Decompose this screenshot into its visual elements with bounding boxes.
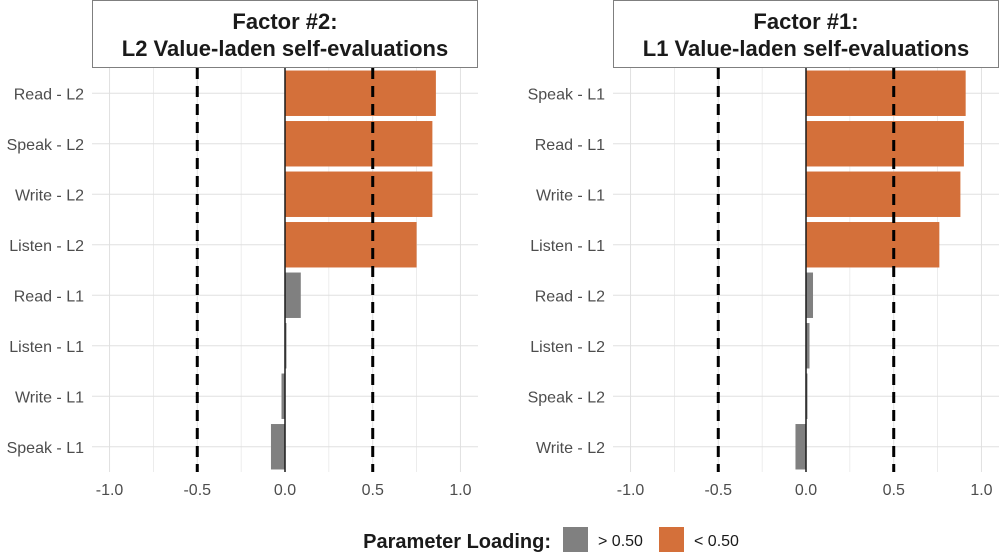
panel-1-x-tick-label: -1.0 [96,482,124,499]
panel-1-x-tick-label: 1.0 [449,482,471,499]
panel-2-y-tick-label: Write - L1 [536,187,605,204]
panel-2-bar-read-l2 [806,272,814,318]
panel-2-bar-listen-l2 [806,323,810,369]
panel-1-bar-write-l2 [285,171,433,217]
panel-2-title-line-2: L1 Value-laden self-evaluations [643,36,969,61]
panel-1-bar-speak-l2 [285,121,433,167]
panel-2-x-tick-label: 1.0 [970,482,992,499]
panel-2-bar-speak-l1 [806,70,966,116]
panel-1-x-tick-label: -0.5 [183,482,211,499]
panel-1-bar-read-l2 [285,70,436,116]
panel-2-y-tick-label: Speak - L1 [528,86,605,103]
legend-title: Parameter Loading: [363,531,551,553]
panel-1-y-tick-label: Listen - L2 [9,238,84,255]
panel-2-title-strip [613,0,999,68]
panel-2-bar-listen-l1 [806,222,940,268]
panel-1-bar-read-l1 [285,272,301,318]
panel-1-x-tick-label: 0.5 [362,482,384,499]
panel-2-y-tick-label: Listen - L1 [530,238,605,255]
panel-1-y-tick-label: Listen - L1 [9,339,84,356]
panel-1-bar-write-l1 [281,373,285,419]
panel-2-bar-write-l2 [795,424,806,470]
panel-1-bar-speak-l1 [270,424,285,470]
panel-1-bar-listen-l2 [285,222,417,268]
panel-2-y-tick-label: Speak - L2 [528,389,605,406]
panel-2-bar-write-l1 [806,171,961,217]
panel-2-y-tick-label: Read - L1 [535,137,605,154]
legend-swatch-1 [563,527,588,552]
panel-2-bar-read-l1 [806,121,964,167]
panel-1-y-tick-label: Read - L1 [14,288,84,305]
panel-1-title-strip [92,0,478,68]
panel-2-x-tick-label: -0.5 [704,482,732,499]
panel-1-y-tick-label: Write - L2 [15,187,84,204]
panel-2-y-tick-label: Listen - L2 [530,339,605,356]
panel-1-title-line-1: Factor #2: [232,9,337,34]
panel-1-y-tick-label: Speak - L1 [7,440,84,457]
legend-swatch-2 [659,527,684,552]
panel-1-x-tick-label: 0.0 [274,482,296,499]
legend-label-1: > 0.50 [598,533,643,550]
legend-label-2: < 0.50 [694,533,739,550]
panel-1-y-tick-label: Speak - L2 [7,137,84,154]
panel-2-x-tick-label: -1.0 [617,482,645,499]
panel-1-title-line-2: L2 Value-laden self-evaluations [122,36,448,61]
panel-2-title-line-1: Factor #1: [753,9,858,34]
panel-1-y-tick-label: Read - L2 [14,86,84,103]
panel-2-y-tick-label: Read - L2 [535,288,605,305]
panel-2-y-tick-label: Write - L2 [536,440,605,457]
panel-2-x-tick-label: 0.5 [883,482,905,499]
panel-1-y-tick-label: Write - L1 [15,389,84,406]
panel-2-x-tick-label: 0.0 [795,482,817,499]
